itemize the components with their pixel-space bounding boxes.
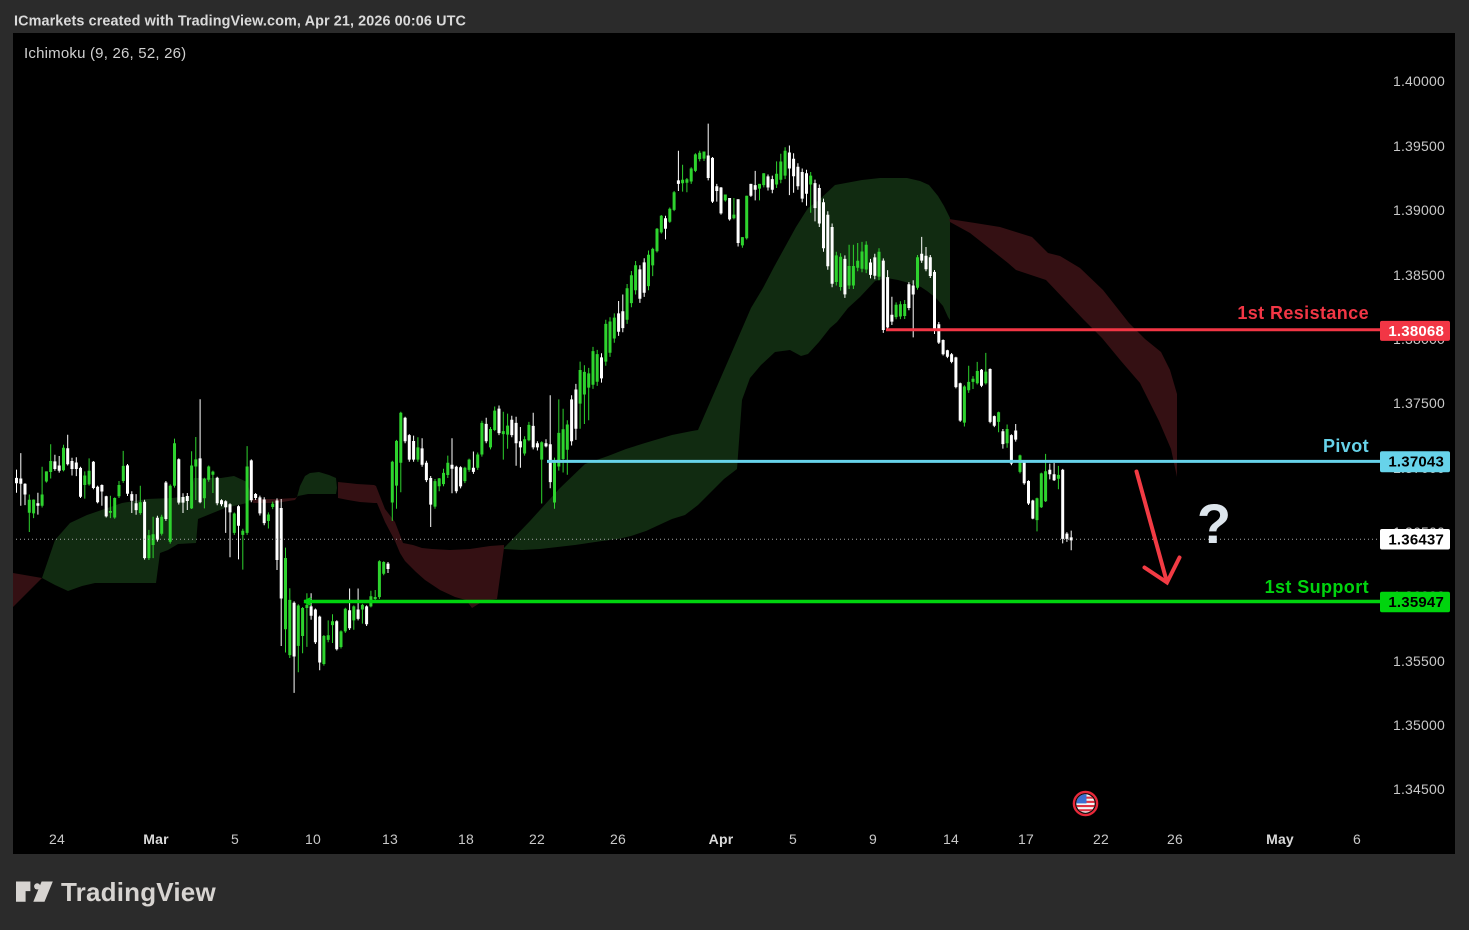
svg-text:ICmarkets created with Trading: ICmarkets created with TradingView.com, … (14, 14, 466, 30)
svg-text:1.36437: 1.36437 (1388, 531, 1444, 548)
svg-text:17: 17 (1018, 831, 1034, 847)
svg-text:Ichimoku (9, 26, 52, 26): Ichimoku (9, 26, 52, 26) (24, 45, 186, 62)
svg-text:Mar: Mar (143, 831, 169, 847)
svg-text:10: 10 (305, 831, 321, 847)
svg-text:1.37500: 1.37500 (1393, 395, 1445, 411)
svg-text:1.39000: 1.39000 (1393, 202, 1445, 218)
svg-text:1.38500: 1.38500 (1393, 267, 1445, 283)
svg-text:?: ? (1197, 492, 1231, 555)
svg-text:1.38068: 1.38068 (1388, 323, 1444, 340)
svg-text:TradingView: TradingView (61, 877, 216, 907)
svg-text:5: 5 (231, 831, 239, 847)
svg-text:14: 14 (943, 831, 959, 847)
svg-text:Apr: Apr (709, 831, 734, 847)
svg-text:1.37043: 1.37043 (1388, 454, 1444, 471)
svg-text:9: 9 (869, 831, 877, 847)
svg-text:May: May (1266, 831, 1294, 847)
svg-text:Pivot: Pivot (1323, 436, 1369, 456)
svg-text:1.34500: 1.34500 (1393, 781, 1445, 797)
svg-text:18: 18 (458, 831, 474, 847)
svg-text:1.35000: 1.35000 (1393, 717, 1445, 733)
svg-text:22: 22 (1093, 831, 1109, 847)
svg-text:1.39500: 1.39500 (1393, 138, 1445, 154)
svg-text:22: 22 (529, 831, 545, 847)
svg-text:6: 6 (1353, 831, 1361, 847)
svg-text:1.35500: 1.35500 (1393, 653, 1445, 669)
svg-text:5: 5 (789, 831, 797, 847)
svg-text:26: 26 (1167, 831, 1183, 847)
svg-text:1.40000: 1.40000 (1393, 73, 1445, 89)
svg-text:1st Resistance: 1st Resistance (1237, 303, 1369, 323)
svg-text:13: 13 (382, 831, 398, 847)
svg-text:1st Support: 1st Support (1265, 577, 1369, 597)
svg-text:26: 26 (610, 831, 626, 847)
svg-text:1.35947: 1.35947 (1388, 594, 1444, 611)
svg-text:24: 24 (49, 831, 65, 847)
